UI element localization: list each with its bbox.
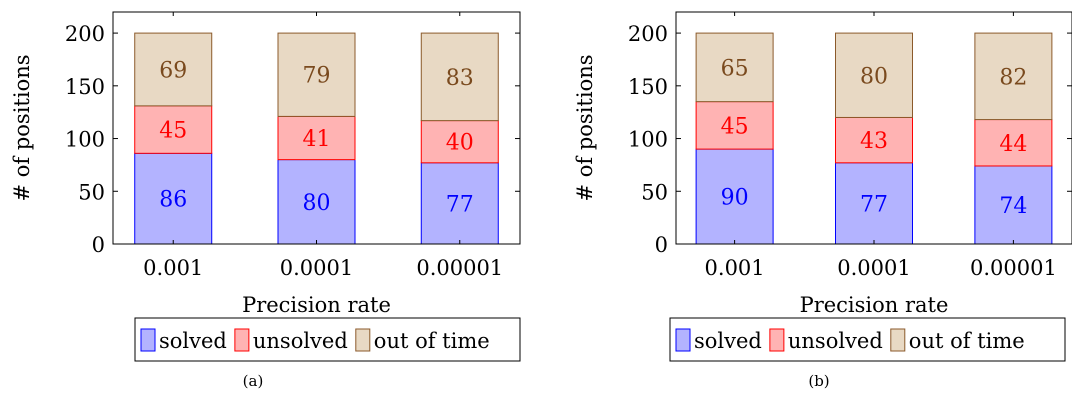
bar-solved <box>277 159 356 245</box>
chart-panel-a: 86 45 69 0.001 80 41 79 0.0001 77 40 83 0.00001 0 50 1… <box>10 11 521 390</box>
y-tick-label: 50 <box>641 180 668 204</box>
bar-value-label: 77 <box>446 192 474 217</box>
plot-frame <box>675 11 1072 245</box>
x-tick-label: 0.001 <box>143 256 203 280</box>
legend-swatch <box>769 328 785 352</box>
bar-value-label: 65 <box>721 56 749 81</box>
legend: solved unsolved out of time <box>134 317 521 362</box>
bar-value-label: 41 <box>303 127 331 152</box>
bar-out-of-time <box>835 32 913 118</box>
legend-box <box>669 317 1066 362</box>
legend-label: solved <box>694 329 762 353</box>
y-tick-label: 0 <box>92 233 105 257</box>
y-axis-label: # of positions <box>573 54 597 201</box>
bar-out-of-time <box>134 32 213 107</box>
figure-caption: (a) <box>243 372 264 390</box>
bar-value-label: 40 <box>446 131 474 156</box>
legend-swatch <box>234 328 250 352</box>
x-tick-label: 0.0001 <box>837 256 910 280</box>
x-axis-label: Precision rate <box>242 293 391 317</box>
bar-out-of-time <box>974 32 1053 121</box>
bar-unsolved <box>134 105 213 154</box>
x-tick-label: 0.00001 <box>970 256 1057 280</box>
bar-solved <box>420 162 499 245</box>
plot-frame <box>112 11 521 245</box>
bar-unsolved <box>695 101 774 150</box>
bar-solved <box>695 148 774 245</box>
y-tick-label: 200 <box>628 22 668 46</box>
y-tick-label: 0 <box>655 233 668 257</box>
bar-unsolved <box>835 116 913 164</box>
y-tick-label: 100 <box>65 128 105 152</box>
legend-swatch <box>140 328 156 352</box>
y-axis-label: # of positions <box>10 54 34 201</box>
y-tick-label: 150 <box>65 75 105 99</box>
bar-value-label: 74 <box>999 194 1027 219</box>
y-tick-label: 200 <box>65 22 105 46</box>
legend-box <box>134 317 521 362</box>
legend-label: out of time <box>374 329 490 353</box>
bar-value-label: 45 <box>159 119 187 144</box>
bar-solved <box>134 152 213 245</box>
bar-unsolved <box>974 119 1053 167</box>
bar-out-of-time <box>277 32 356 117</box>
x-tick-label: 0.0001 <box>280 256 353 280</box>
y-tick-label: 150 <box>628 75 668 99</box>
legend-label: out of time <box>909 329 1025 353</box>
legend-label: solved <box>159 329 227 353</box>
legend-label: unsolved <box>253 329 348 353</box>
legend: solved unsolved out of time <box>669 317 1066 362</box>
bar-out-of-time <box>420 32 499 122</box>
figure-caption: (b) <box>808 372 829 390</box>
bar-value-label: 82 <box>999 65 1027 90</box>
x-axis-label: Precision rate <box>800 293 949 317</box>
x-tick-label: 0.001 <box>705 256 765 280</box>
bar-value-label: 44 <box>999 132 1027 157</box>
bar-value-label: 43 <box>860 129 888 154</box>
bar-value-label: 79 <box>303 64 331 89</box>
legend-swatch <box>675 328 691 352</box>
bar-out-of-time <box>695 32 774 103</box>
x-tick-label: 0.00001 <box>416 256 503 280</box>
bar-value-label: 69 <box>159 58 187 83</box>
bar-value-label: 77 <box>860 192 888 217</box>
bar-unsolved <box>277 115 356 161</box>
legend-swatch <box>890 328 906 352</box>
legend-swatch <box>355 328 371 352</box>
y-tick-label: 50 <box>78 180 105 204</box>
legend-label: unsolved <box>788 329 883 353</box>
bar-solved <box>835 162 913 245</box>
bar-value-label: 80 <box>303 191 331 216</box>
y-tick-label: 100 <box>628 128 668 152</box>
bar-unsolved <box>420 120 499 164</box>
bar-value-label: 80 <box>860 64 888 89</box>
bar-value-label: 83 <box>446 66 474 91</box>
bar-value-label: 45 <box>721 114 749 139</box>
chart-panel-b: 90 45 65 0.001 77 43 80 0.0001 74 44 82 0.00001 0 50 1… <box>573 11 1072 390</box>
bar-value-label: 90 <box>721 186 749 211</box>
bar-value-label: 86 <box>159 188 187 213</box>
